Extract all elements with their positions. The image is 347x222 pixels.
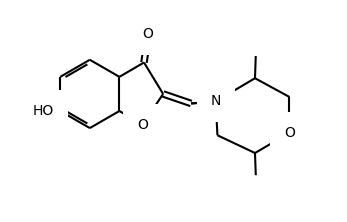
Text: O: O <box>284 126 295 140</box>
Text: O: O <box>137 118 148 132</box>
Text: HO: HO <box>33 104 54 118</box>
Text: O: O <box>143 28 153 42</box>
Text: N: N <box>211 94 221 108</box>
